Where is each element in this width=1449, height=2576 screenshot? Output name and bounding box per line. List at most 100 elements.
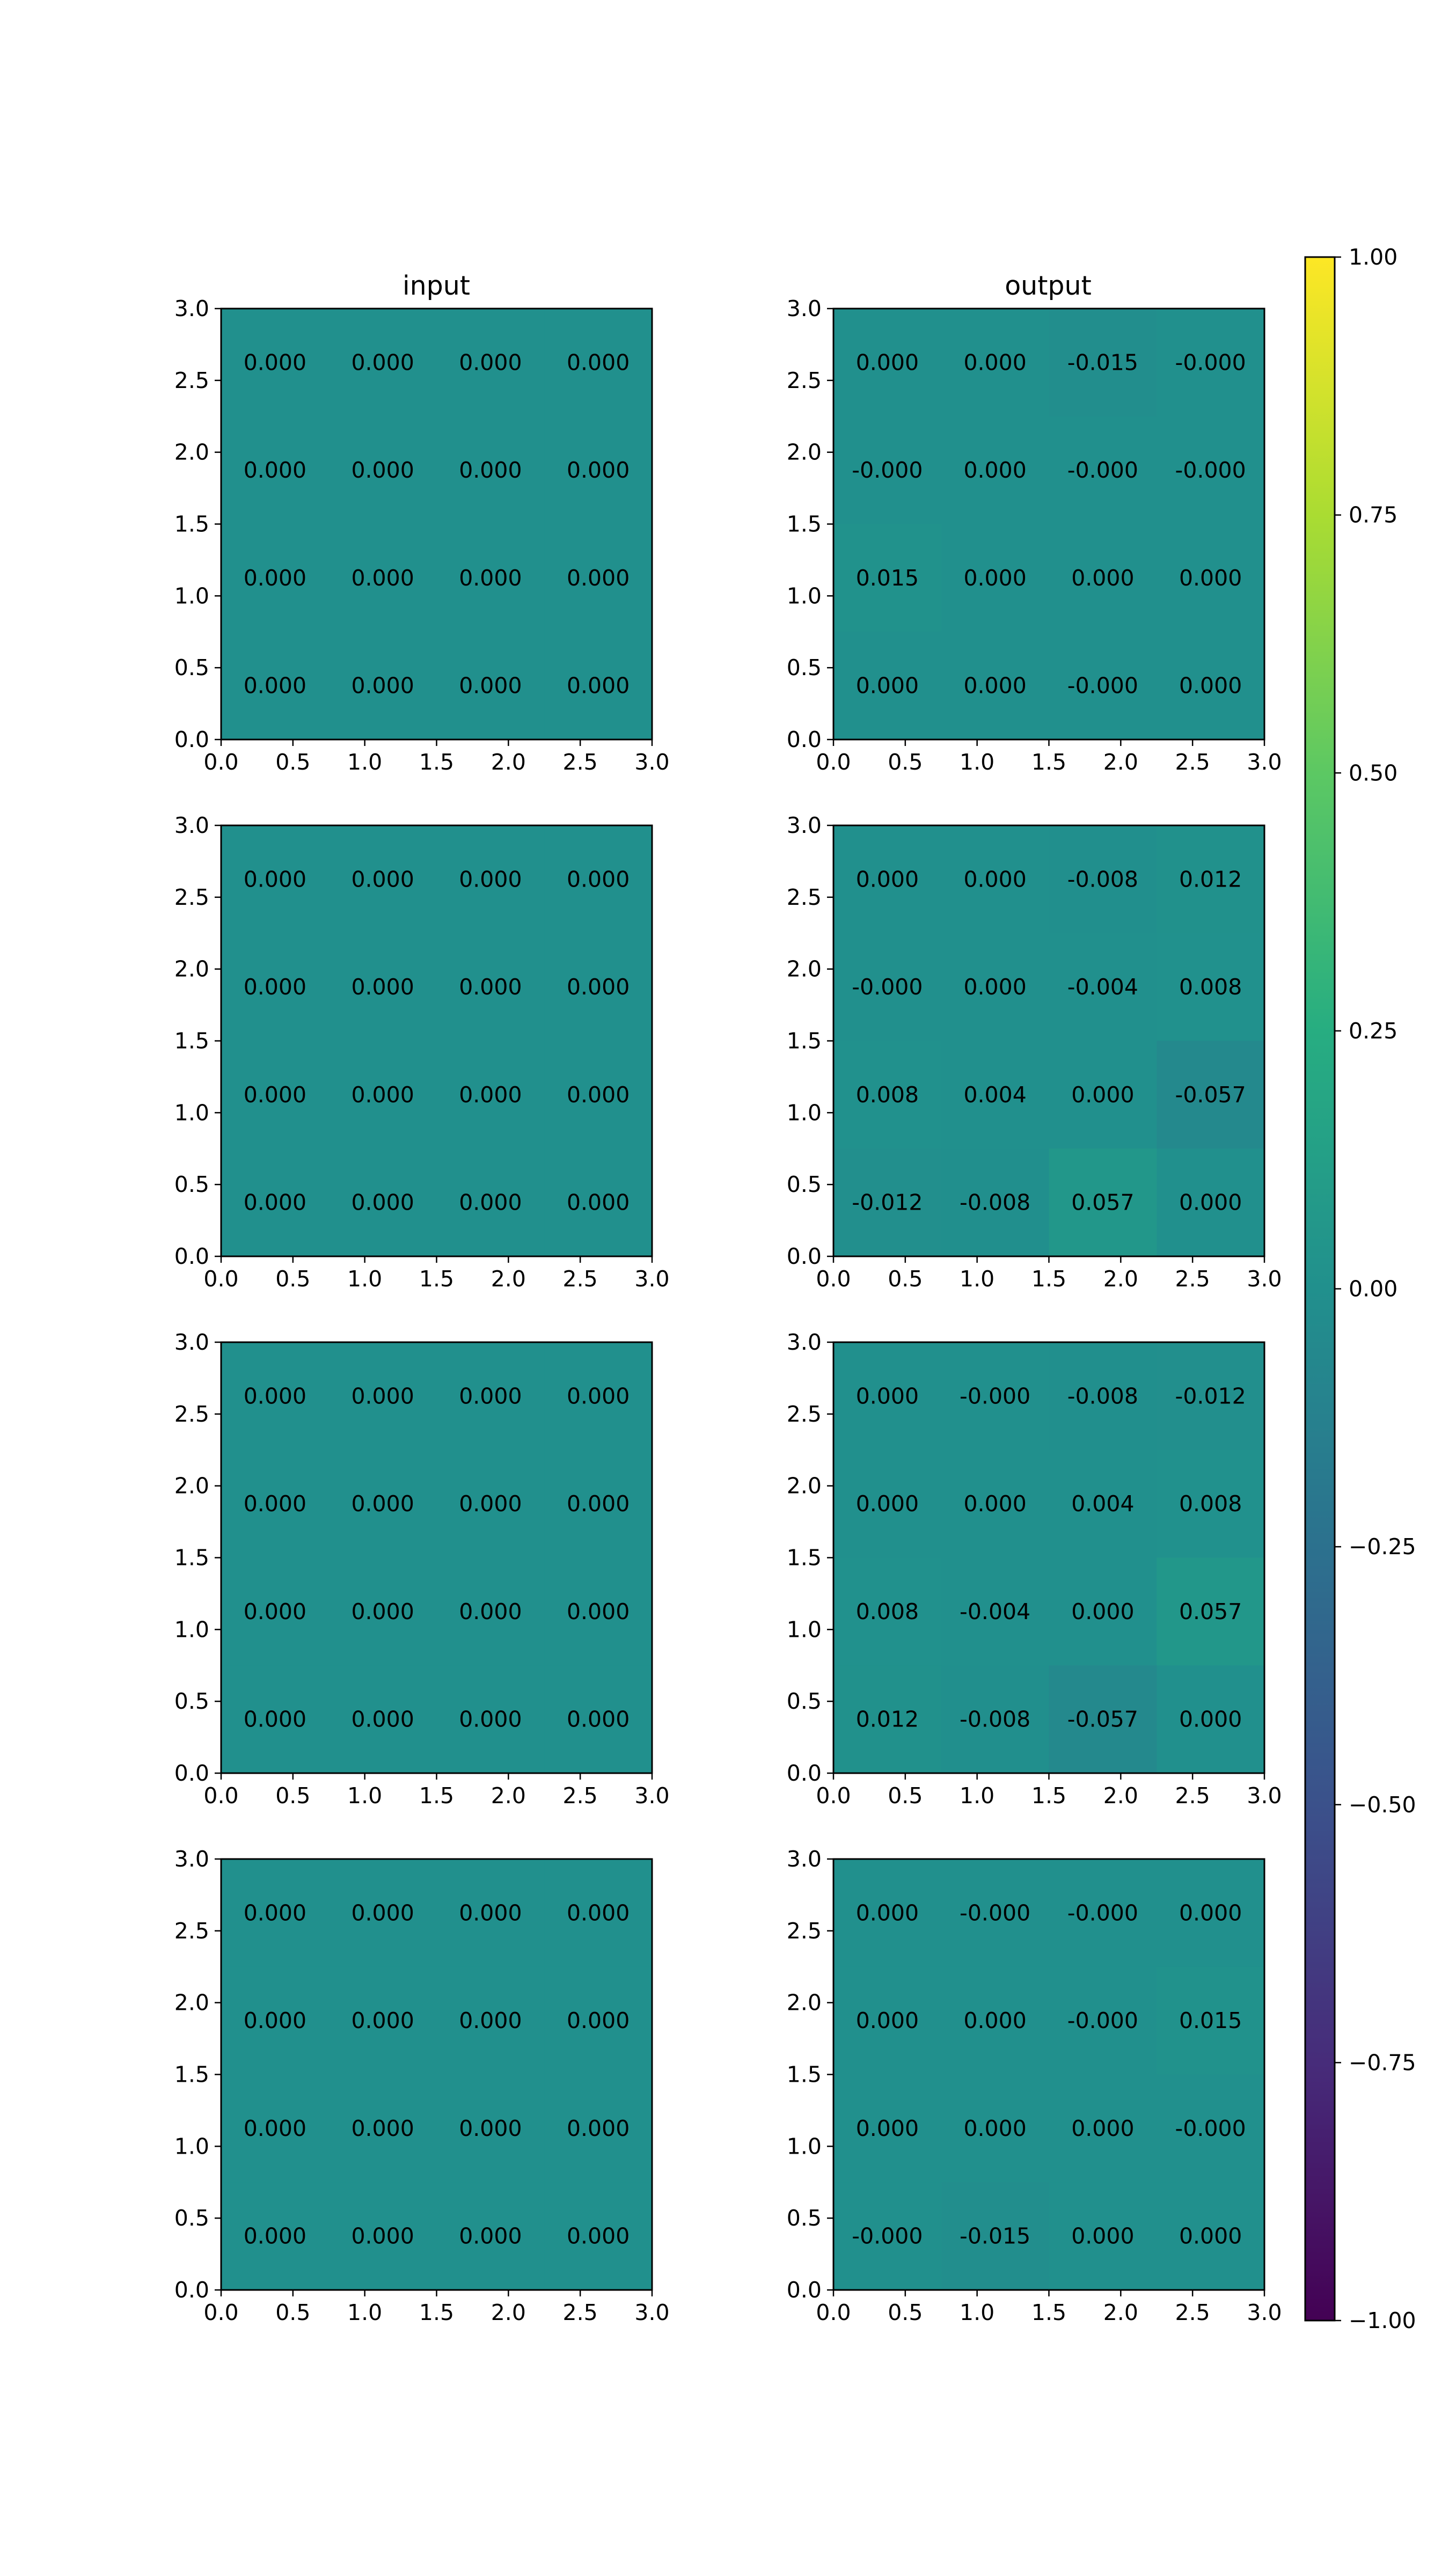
- heatmap-cell: [1157, 1342, 1265, 1451]
- heatmap-cell: [941, 1450, 1050, 1558]
- cell-value-label: 0.000: [351, 1383, 414, 1409]
- colorbar-tick-label: 1.00: [1349, 244, 1397, 270]
- heatmap-cell: [833, 1966, 942, 2075]
- cell-value-label: -0.000: [960, 1383, 1030, 1409]
- heatmap-cell: [1049, 632, 1157, 740]
- y-tick-label: 0.0: [174, 1760, 209, 1786]
- cell-value-label: -0.000: [852, 974, 923, 1000]
- heatmap-cell: [328, 825, 437, 934]
- y-tick-label: 3.0: [787, 813, 822, 838]
- heatmap-cell: [833, 2182, 942, 2290]
- cell-value-label: 0.000: [1179, 1900, 1242, 1926]
- x-tick-label: 1.5: [419, 1783, 454, 1809]
- panel-output-3: 0.000 -0.000 -0.008 -0.012 0.000 0.000 0.004 0.…: [787, 1329, 1282, 1809]
- heatmap-cell: [221, 309, 330, 417]
- heatmap-cell: [833, 933, 942, 1042]
- cell-value-label: -0.008: [960, 1707, 1030, 1732]
- x-tick-label: 3.0: [634, 2300, 669, 2325]
- heatmap-cell: [221, 1859, 330, 1967]
- y-tick-label: 2.0: [174, 1473, 209, 1499]
- heatmap-cell: [436, 632, 545, 740]
- cell-value-label: 0.000: [567, 1599, 630, 1624]
- heatmap-cell: [544, 2074, 653, 2183]
- cell-value-label: 0.000: [351, 1599, 414, 1624]
- cell-value-label: 0.000: [856, 866, 919, 892]
- y-tick-label: 2.5: [174, 1918, 209, 1944]
- cell-value-label: 0.000: [351, 457, 414, 483]
- cell-value-label: 0.000: [244, 1599, 306, 1624]
- cell-value-label: 0.000: [963, 2116, 1026, 2141]
- y-tick-label: 2.5: [787, 884, 822, 910]
- cell-value-label: 0.004: [963, 1082, 1026, 1108]
- cell-value-label: 0.000: [856, 349, 919, 375]
- x-tick-label: 0.5: [275, 1266, 310, 1292]
- heatmap-cell: [544, 632, 653, 740]
- heatmap-cell: [1049, 2182, 1157, 2290]
- y-tick-label: 1.0: [174, 1100, 209, 1125]
- x-tick-label: 0.5: [275, 1783, 310, 1809]
- y-tick-label: 0.5: [174, 655, 209, 680]
- heatmap-cell: [941, 309, 1050, 417]
- heatmap-cell: [1157, 2074, 1265, 2183]
- x-tick-label: 3.0: [1247, 749, 1282, 775]
- cell-value-label: 0.000: [567, 1383, 630, 1409]
- x-tick-label: 3.0: [1247, 1783, 1282, 1809]
- heatmap-cell: [544, 2182, 653, 2290]
- colorbar: 1.00 0.75 0.50 0.25 0.00 −0.25 −0.50 −0.75 −1.00: [1304, 244, 1416, 2333]
- heatmap-cell: [833, 416, 942, 525]
- heatmap-cell: [941, 1041, 1050, 1149]
- cell-value-label: 0.000: [1071, 1082, 1134, 1108]
- heatmap-cell: [328, 933, 437, 1042]
- x-tick-label: 1.5: [1031, 2300, 1066, 2325]
- x-tick-label: 2.5: [563, 2300, 598, 2325]
- cell-value-label: 0.000: [351, 2116, 414, 2141]
- heatmap-cell: [1049, 2074, 1157, 2183]
- heatmap-cell: [328, 524, 437, 632]
- cell-value-label: 0.000: [459, 866, 522, 892]
- y-tick-label: 0.5: [787, 655, 822, 680]
- heatmap-cell: [941, 2182, 1050, 2290]
- x-tick-label: 0.5: [888, 749, 923, 775]
- heatmap-cell: [1157, 416, 1265, 525]
- y-tick-label: 2.5: [174, 368, 209, 393]
- cell-value-label: 0.000: [567, 565, 630, 591]
- cell-value-label: -0.000: [1175, 349, 1246, 375]
- heatmap-cell: [436, 933, 545, 1042]
- cell-value-label: 0.000: [856, 2116, 919, 2141]
- cell-value-label: 0.015: [856, 565, 919, 591]
- heatmap-cell: [436, 524, 545, 632]
- x-tick-label: 2.0: [1103, 749, 1138, 775]
- x-tick-label: 1.0: [347, 2300, 382, 2325]
- heatmap-cell: [1157, 1450, 1265, 1558]
- heatmap-cell: [833, 1148, 942, 1257]
- y-tick-label: 0.0: [787, 1760, 822, 1786]
- colorbar-tick-label: −0.25: [1349, 1534, 1416, 1560]
- heatmap-cell: [941, 2074, 1050, 2183]
- y-tick-label: 3.0: [787, 1329, 822, 1355]
- cell-value-label: -0.004: [960, 1599, 1030, 1624]
- x-tick-label: 2.5: [1175, 749, 1210, 775]
- heatmap-cell: [221, 1966, 330, 2075]
- y-tick-label: 1.0: [787, 583, 822, 609]
- heatmap-cell: [1049, 1859, 1157, 1967]
- heatmap-cell: [544, 524, 653, 632]
- heatmap-cell: [436, 1148, 545, 1257]
- heatmap-cell: [941, 524, 1050, 632]
- heatmap-cell: [436, 1665, 545, 1774]
- cell-value-label: 0.000: [856, 2008, 919, 2033]
- cell-value-label: 0.000: [459, 1383, 522, 1409]
- cell-value-label: 0.000: [244, 1491, 306, 1517]
- cell-value-label: 0.000: [244, 1900, 306, 1926]
- cell-value-label: -0.000: [852, 457, 923, 483]
- y-tick-label: 1.5: [787, 1545, 822, 1571]
- y-tick-label: 2.0: [787, 956, 822, 982]
- heatmap-cell: [221, 416, 330, 525]
- heatmap-cell: [941, 1148, 1050, 1257]
- y-tick-label: 2.0: [174, 1990, 209, 2016]
- cell-value-label: -0.015: [960, 2223, 1030, 2249]
- y-tick-label: 0.0: [787, 727, 822, 752]
- y-tick-label: 1.5: [787, 2062, 822, 2088]
- x-tick-label: 1.5: [419, 2300, 454, 2325]
- cell-value-label: 0.000: [244, 2116, 306, 2141]
